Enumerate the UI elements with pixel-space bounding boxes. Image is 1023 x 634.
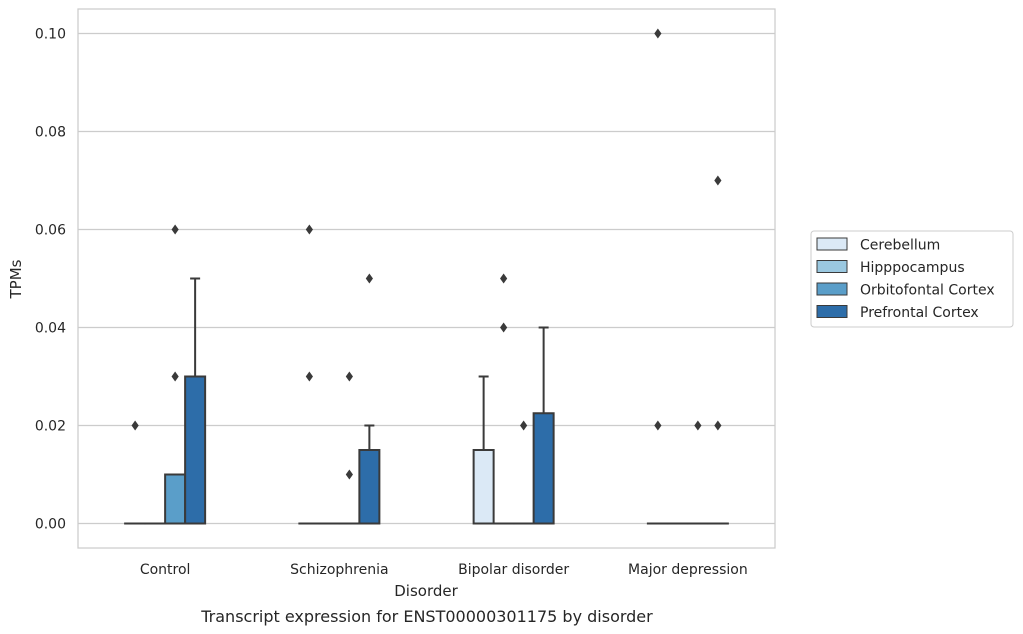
box-prefrontal-cortex [532,326,555,525]
outlier-point [714,175,722,186]
outlier-point [694,420,702,431]
box-cerebellum [124,420,147,525]
x-tick-label: Control [140,562,191,578]
outlier-point [305,224,313,235]
outlier-point [500,273,508,284]
outlier-point [500,322,508,333]
x-tick-label: Bipolar disorder [458,562,569,578]
legend-label: Orbitofontal Cortex [860,283,995,299]
box-orbitofontal-cortex [686,420,709,525]
box-body [358,449,381,525]
box-cerebellum [646,28,669,525]
x-axis-ticks: Control Schizophrenia Bipolar disorder Majo… [140,562,748,578]
legend-label: Prefrontal Cortex [860,305,979,321]
y-tick-label: 0.08 [35,125,66,141]
legend-label: Hipppocampus [860,260,965,276]
box-series [124,28,729,525]
legend-swatch [816,260,848,273]
outlier-point [654,28,662,39]
box-body [164,473,187,525]
box-cerebellum [298,224,321,525]
box-orbitofontal-cortex [338,371,361,525]
outlier-point [305,371,313,382]
outlier-point [654,420,662,431]
box-prefrontal-cortex [358,273,381,525]
y-tick-label: 0.06 [35,223,66,239]
x-tick-label: Schizophrenia [290,562,388,578]
box-prefrontal-cortex [706,175,729,525]
box-body [532,412,555,525]
box-body [472,449,495,525]
legend-swatch [816,282,848,296]
y-tick-label: 0.04 [35,321,66,337]
box-hipppocampus [492,273,515,525]
box-orbitofontal-cortex [512,420,535,525]
gridlines [78,32,775,525]
outlier-point [345,371,353,382]
chart-caption: Transcript expression for ENST0000030117… [200,607,653,626]
legend-swatch [816,305,848,318]
y-tick-label: 0.02 [35,419,66,435]
outlier-point [171,224,179,235]
y-axis-ticks: 0.00 0.02 0.04 0.06 0.08 0.10 [35,27,66,533]
outlier-point [365,273,373,284]
legend-swatch [816,237,848,251]
plot-area-frame [77,8,776,549]
box-prefrontal-cortex [184,277,207,525]
y-axis-label: TPMs [7,259,25,299]
y-tick-label: 0.00 [35,517,66,533]
box-cerebellum [472,375,495,525]
outlier-point [171,371,179,382]
legend-frame [810,230,1014,328]
legend-label: Cerebellum [860,238,940,254]
outlier-point [131,420,139,431]
box-orbitofontal-cortex [164,224,187,525]
x-axis-label: Disorder [394,582,458,600]
outlier-point [345,469,353,480]
legend: Cerebellum Hipppocampus Orbitofontal Corte… [810,230,1014,328]
outlier-point [714,420,722,431]
y-tick-label: 0.10 [35,27,66,43]
box-body [184,375,207,525]
outlier-point [520,420,528,431]
x-tick-label: Major depression [628,562,748,578]
